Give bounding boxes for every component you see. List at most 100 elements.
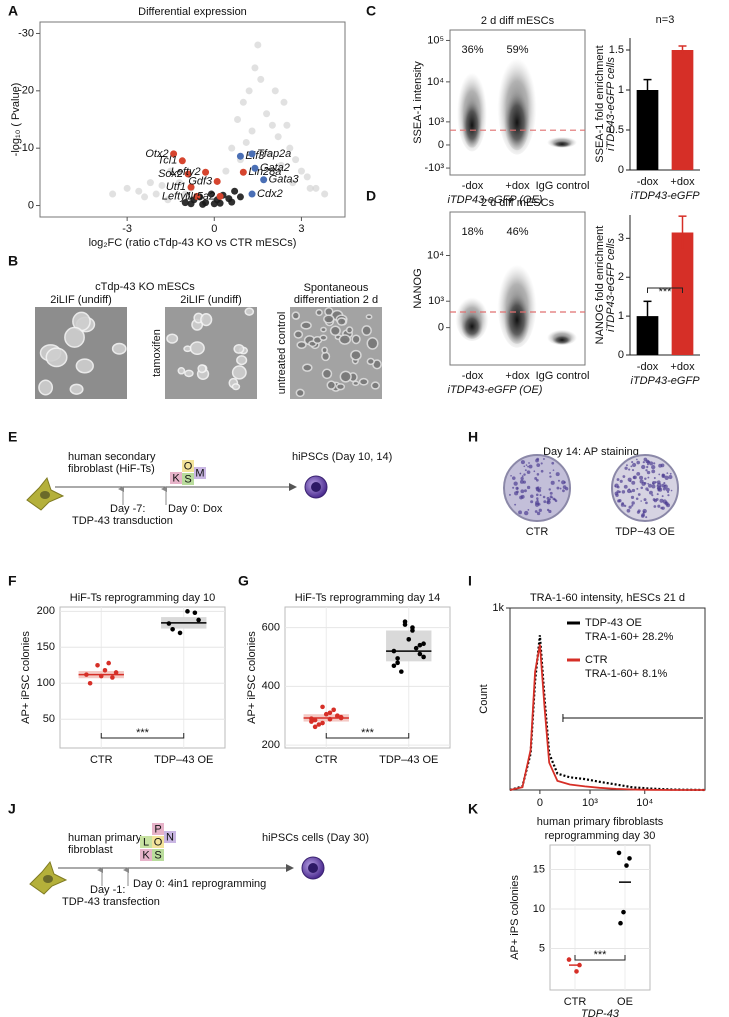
plot-frame [449, 29, 586, 176]
point [624, 863, 629, 868]
ap-colony [651, 464, 656, 470]
x-tick-label: +dox [670, 176, 695, 188]
point [135, 187, 143, 195]
gene-point [213, 177, 221, 185]
point [207, 190, 215, 198]
ap-colony [653, 477, 656, 480]
significance-bracket [647, 287, 683, 293]
ap-colony [559, 487, 562, 490]
ap-colony [523, 465, 526, 468]
y-axis-label: NANOG fold enrichment [594, 226, 606, 345]
percent-label: 46% [506, 226, 528, 238]
y-tick-label: 10³ [428, 116, 444, 128]
ap-colony [659, 498, 664, 503]
y-axis-label: iTDP43-eGFP cells [605, 57, 617, 151]
y-tick-label: 0 [438, 322, 444, 334]
point [109, 190, 117, 198]
gene-label: Utf1 [166, 181, 186, 193]
ap-colony [645, 469, 648, 472]
cell [166, 333, 179, 344]
ap-colony [622, 475, 626, 478]
ap-colony [520, 460, 525, 465]
gene-label: Sox2 [158, 168, 183, 180]
y-tick-label: 400 [262, 680, 280, 692]
factor-letter: K [172, 472, 180, 484]
factor-letter: O [184, 460, 193, 472]
ap-colony [666, 503, 671, 508]
point [170, 627, 175, 632]
ap-colony [536, 486, 540, 489]
micrograph-side-label: tamoxifen [151, 329, 163, 377]
y-axis-label: SSEA-1 fold enrichment [594, 45, 606, 162]
ap-colony [660, 506, 663, 510]
ap-colony [640, 514, 645, 518]
y-tick-label: 600 [262, 621, 280, 633]
point [106, 660, 111, 666]
ap-colony [661, 474, 666, 479]
panel-letter: G [238, 573, 249, 589]
legend-label: CTR [585, 654, 608, 666]
cell [365, 314, 373, 320]
ap-colony [549, 475, 552, 478]
point [312, 717, 318, 723]
point [320, 720, 325, 726]
ap-colony [520, 476, 524, 481]
ap-colony [536, 497, 539, 500]
x-tick-label: 10³ [582, 797, 598, 809]
micrograph-side-label: untreated control [276, 312, 288, 395]
cell [38, 379, 54, 396]
point [627, 856, 632, 861]
ap-colony [530, 494, 534, 498]
panel-letter: H [468, 429, 478, 445]
gene-point [260, 176, 268, 184]
point [177, 630, 183, 636]
y-tick-label: 10⁴ [427, 76, 444, 88]
gene-point [248, 190, 256, 198]
ap-colony [640, 500, 642, 502]
ap-colony [656, 480, 661, 485]
point [98, 673, 104, 679]
ap-colony [658, 487, 663, 492]
point [166, 621, 172, 626]
factor-box [152, 849, 164, 861]
ap-colony [666, 472, 669, 474]
y-tick-label: 15 [533, 863, 545, 875]
x-tick-label: -dox [637, 361, 659, 373]
point [331, 707, 336, 713]
ap-colony [540, 462, 543, 465]
ap-colony [510, 474, 512, 477]
y-tick-label: 0.5 [609, 124, 624, 136]
ap-colony [552, 469, 555, 471]
scheme-text: hiPSCs cells (Day 30) [262, 832, 369, 844]
scheme-text: fibroblast [68, 844, 113, 856]
ap-colony [525, 464, 528, 466]
gene-point [248, 150, 256, 158]
cell [293, 330, 304, 339]
ap-colony [624, 466, 628, 470]
cell [189, 341, 205, 356]
scheme-text: Day -7: [110, 503, 145, 515]
cell [177, 366, 186, 375]
chart-title: HiF-Ts reprogramming day 14 [295, 592, 441, 604]
ap-colony [629, 490, 633, 493]
ap-colony [535, 478, 539, 482]
y-axis-label: AP+ iPSC colonies [246, 631, 258, 724]
ap-colony [646, 470, 651, 475]
ap-colony [551, 496, 553, 499]
y-tick-label: 2 [618, 271, 624, 283]
ap-colony [520, 489, 525, 494]
point [312, 724, 318, 730]
point [192, 610, 198, 616]
ap-colony [631, 488, 636, 493]
ap-colony [649, 461, 654, 466]
legend-note: TRA-1-60+ 28.2% [585, 631, 674, 643]
x-tick-label: TDP–43 OE [154, 754, 213, 766]
cell [64, 326, 85, 348]
point [248, 127, 256, 135]
point [621, 909, 626, 915]
ap-colony [512, 486, 515, 489]
ap-colony [628, 488, 631, 491]
point [216, 199, 224, 207]
ap-colony [526, 470, 531, 475]
